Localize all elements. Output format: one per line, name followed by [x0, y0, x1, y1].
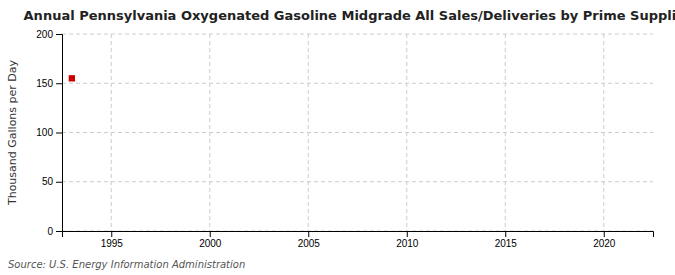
chart: 1995 2000 2005 2010 2015 2020 0 50 100 150 200 Annu…: [0, 0, 675, 275]
x-tick-mark: [505, 231, 506, 237]
x-axis: 1995 2000 2005 2010 2015 2020: [63, 231, 654, 249]
data-marks: [69, 75, 75, 81]
x-tick-label: 2010: [396, 238, 419, 249]
x-tick-label: 1995: [101, 238, 124, 249]
y-tick-label: 200: [36, 29, 53, 40]
y-tick: 200: [36, 29, 62, 40]
x-tick-mark: [210, 231, 211, 237]
x-tick-label: 2005: [298, 238, 321, 249]
y-tick: 50: [42, 176, 62, 187]
title: Annual Pennsylvania Oxygenated Gasoline …: [24, 8, 675, 23]
x-tick: 2015: [495, 231, 518, 249]
y-tick-mark: [56, 231, 62, 232]
y-grid-line: [62, 34, 653, 35]
x-tick: 2020: [593, 231, 616, 249]
y-tick: 100: [36, 127, 62, 138]
source-note: Source: U.S. Energy Information Administ…: [8, 259, 245, 270]
x-tick-label: 2000: [199, 238, 222, 249]
y-tick: 0: [47, 226, 62, 237]
x-tick: 1995: [101, 231, 124, 249]
y-tick-mark: [56, 182, 62, 183]
y-tick-mark: [56, 133, 62, 134]
x-tick-mark: [407, 231, 408, 237]
x-tick-label: 2020: [593, 238, 616, 249]
y-axis: 0 50 100 150 200: [36, 29, 62, 237]
y-tick-mark: [56, 83, 62, 84]
x-tick: 2005: [298, 231, 321, 249]
y-grid-line: [62, 83, 653, 84]
y-axis-line: [56, 35, 63, 232]
y-axis-label: Thousand Gallons per Day: [6, 59, 19, 206]
grid: [62, 34, 653, 231]
y-tick-label: 50: [42, 176, 54, 187]
x-tick-mark: [308, 231, 309, 237]
y-tick-label: 100: [36, 127, 53, 138]
point: [69, 75, 75, 81]
x-tick-mark: [111, 231, 112, 237]
y-grid-line: [62, 181, 653, 182]
x-tick: 2010: [396, 231, 419, 249]
x-tick-mark: [604, 231, 605, 237]
x-axis-line: [63, 232, 654, 238]
y-tick-label: 150: [36, 78, 53, 89]
y-tick-mark: [56, 34, 62, 35]
y-tick: 150: [36, 78, 62, 89]
x-tick: 2000: [199, 231, 222, 249]
plot-area: 1995 2000 2005 2010 2015 2020 0 50 100 150 200: [36, 29, 653, 249]
x-tick-label: 2015: [495, 238, 518, 249]
y-grid-line: [62, 132, 653, 133]
y-tick-label: 0: [47, 226, 53, 237]
